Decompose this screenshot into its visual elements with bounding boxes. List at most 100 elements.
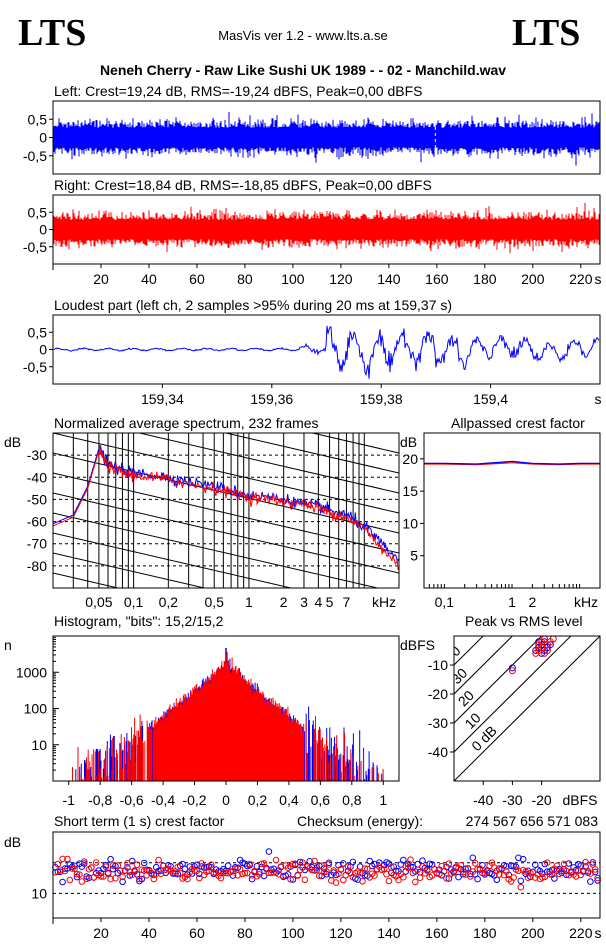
- histogram-xtick-label: -0,2: [182, 792, 206, 808]
- loudest-part-xtick-label: 159,36: [250, 391, 293, 407]
- allpassed-crest-xtick-label: 0,1: [435, 594, 455, 610]
- short-term-crest-point-right: [332, 879, 340, 886]
- spectrum: Normalized average spectrum, 232 frames d…: [4, 415, 400, 610]
- right-waveform-ytick-label: 0,5: [28, 204, 48, 220]
- short-term-crest-point-right: [277, 863, 285, 870]
- short-term-crest-point-left: [340, 860, 347, 867]
- spectrum-xunit-label: kHz: [372, 594, 396, 610]
- right-waveform-xtick-label: 60: [189, 271, 205, 287]
- peak-vs-rms-ytick-label: -40: [428, 744, 448, 760]
- short-term-crest-point-right: [495, 871, 503, 878]
- loudest-part-xtick-label: 159,38: [360, 391, 403, 407]
- short-term-crest-point-right: [414, 866, 422, 874]
- short-term-crest-point-right: [308, 866, 316, 874]
- short-term-crest-point-right: [155, 856, 162, 864]
- loudest-part-frame: [52, 314, 601, 385]
- short-term-crest-xtick-label: 80: [237, 925, 253, 941]
- short-term-crest-point-right: [78, 878, 86, 885]
- short-term-crest-point-right: [208, 861, 215, 869]
- spectrum-xtick-label: 7: [343, 594, 351, 610]
- short-term-crest-point-right: [162, 866, 170, 874]
- histogram-xtick-label: 0,2: [248, 792, 268, 808]
- short-term-crest-point-left: [107, 855, 114, 863]
- short-term-crest-point-left: [140, 859, 148, 867]
- histogram-xtick-label: -0,4: [151, 792, 175, 808]
- short-term-crest-point-right: [388, 864, 395, 871]
- allpassed-crest-ytick-label: 5: [410, 548, 418, 564]
- peak-vs-rms-point-left: [508, 664, 516, 672]
- short-term-crest-checksum-label: Checksum (energy):: [297, 813, 423, 829]
- short-term-crest-xtick-label: 60: [189, 925, 205, 941]
- short-term-crest-point-right: [157, 870, 165, 878]
- short-term-crest-point-right: [560, 860, 568, 868]
- peak-vs-rms-point-right: [508, 667, 516, 675]
- peak-vs-rms-xtick-label: -30: [502, 792, 522, 808]
- left-waveform-signal: [53, 111, 600, 166]
- short-term-crest-point-left: [119, 878, 126, 886]
- right-waveform-ytick-label: -0,5: [23, 239, 47, 255]
- short-term-crest-point-right: [294, 872, 302, 879]
- spectrum-slope-line: [53, 552, 207, 588]
- short-term-crest-point-right: [217, 874, 225, 882]
- app-version: MasVis ver 1.2 - www.lts.a.se: [218, 28, 388, 43]
- short-term-crest-point-right: [445, 860, 453, 867]
- short-term-crest-point-right: [361, 865, 369, 873]
- histogram-xtick-label: 0,4: [279, 792, 299, 808]
- histogram-ytick-label: 1000: [16, 664, 47, 680]
- loudest-part-xunit-label: s: [595, 391, 602, 407]
- short-term-crest-point-right: [371, 872, 378, 879]
- peak-vs-rms-title: Peak vs RMS level: [465, 613, 582, 629]
- short-term-crest-point-right: [196, 874, 203, 882]
- spectrum-ytick-label: -80: [27, 558, 47, 574]
- short-term-crest-point-right: [591, 866, 599, 873]
- short-term-crest-point-right: [280, 872, 287, 880]
- spectrum-slope-line: [223, 433, 399, 474]
- short-term-crest-point-right: [265, 869, 273, 877]
- histogram-series-right: [72, 657, 384, 781]
- spectrum-slope-line: [53, 472, 399, 554]
- histogram-xtick-label: -1: [63, 792, 76, 808]
- short-term-crest-point-right: [287, 875, 294, 883]
- short-term-crest-point-left: [419, 857, 426, 865]
- spectrum-xtick-label: 0,2: [159, 594, 179, 610]
- left-waveform-ytick-label: 0,5: [28, 111, 48, 127]
- loudest-part-title: Loudest part (left ch, 2 samples >95% du…: [54, 297, 452, 313]
- peak-vs-rms-point-left: [546, 641, 554, 649]
- short-term-crest-point-right: [296, 866, 304, 874]
- peak-vs-rms-point-right: [543, 647, 551, 654]
- peak-vs-rms-xunit-label: dBFS: [562, 792, 597, 808]
- spectrum-grid: [53, 433, 399, 588]
- logo-right: LTS: [512, 12, 580, 54]
- spectrum-xtick-label: 0,05: [85, 594, 112, 610]
- peak-vs-rms-crest-label: 30: [448, 665, 470, 687]
- spectrum-ytick-label: -50: [27, 491, 47, 507]
- histogram-title: Histogram, "bits": 15,2/15,2: [54, 613, 224, 629]
- peak-vs-rms-point-right: [535, 641, 543, 649]
- short-term-crest-point-left: [517, 877, 525, 885]
- short-term-crest-point-right: [464, 865, 472, 873]
- loudest-part: Loudest part (left ch, 2 samples >95% du…: [23, 297, 602, 407]
- short-term-crest-point-left: [80, 860, 88, 867]
- short-term-crest-point-right: [131, 867, 138, 874]
- histogram-xtick-label: 1: [379, 792, 387, 808]
- peak-vs-rms-ytick-label: -10: [428, 657, 448, 673]
- short-term-crest-point-right: [582, 858, 589, 866]
- peak-vs-rms-point-left: [535, 638, 543, 646]
- histogram-ytick-label: 10: [31, 737, 47, 753]
- short-term-crest-point-left: [61, 865, 69, 872]
- short-term-crest-point-right: [450, 869, 458, 876]
- spectrum-ytick-label: -60: [27, 514, 47, 530]
- short-term-crest-point-right: [66, 876, 74, 884]
- short-term-crest-point-right: [272, 856, 280, 864]
- right-waveform-xtick-label: 100: [281, 271, 305, 287]
- short-term-crest-point-right: [109, 862, 117, 869]
- right-waveform-xtick-label: 140: [377, 271, 401, 287]
- short-term-crest-ylabel: dB: [4, 834, 21, 850]
- short-term-crest-point-right: [152, 870, 160, 878]
- track-title: Neneh Cherry - Raw Like Sushi UK 1989 - …: [100, 62, 506, 78]
- spectrum-xtick-label: 1: [245, 594, 253, 610]
- spectrum-title: Normalized average spectrum, 232 frames: [54, 415, 319, 431]
- short-term-crest-point-right: [404, 864, 412, 872]
